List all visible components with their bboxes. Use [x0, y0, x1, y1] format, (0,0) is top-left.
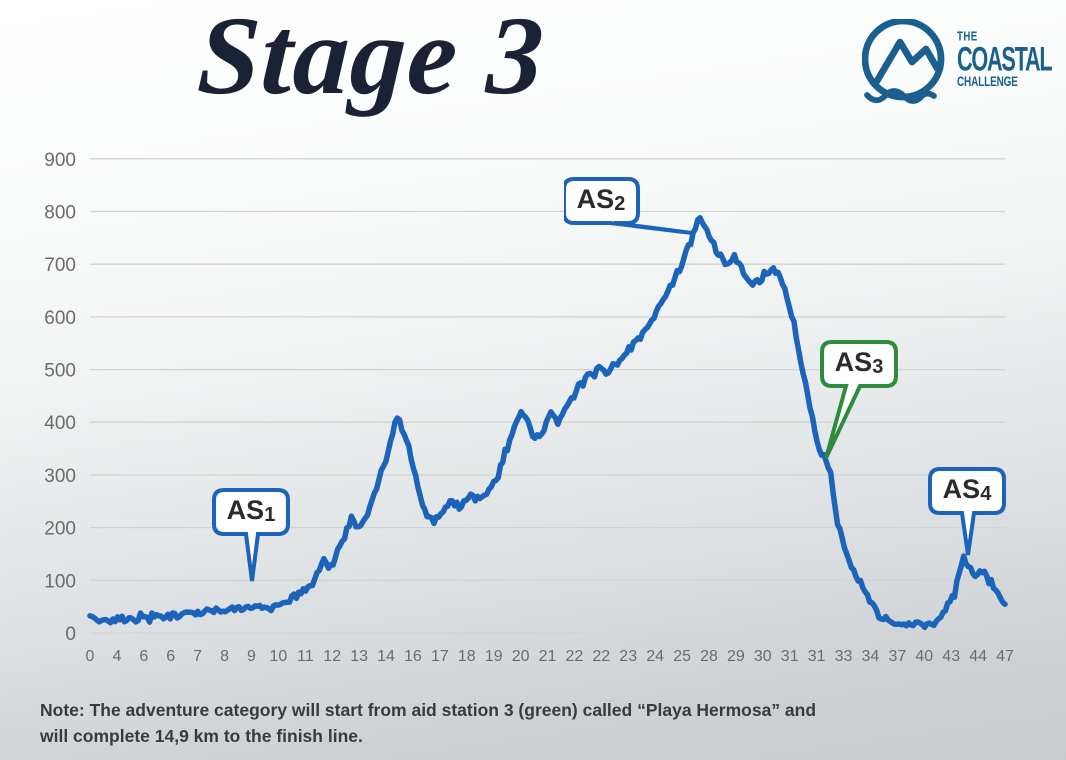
svg-text:16: 16 — [404, 648, 422, 665]
svg-text:700: 700 — [44, 255, 76, 276]
svg-text:0: 0 — [65, 624, 76, 645]
svg-text:4: 4 — [112, 648, 121, 665]
svg-text:14: 14 — [377, 648, 395, 665]
svg-text:47: 47 — [996, 648, 1014, 665]
svg-text:13: 13 — [350, 648, 368, 665]
svg-text:21: 21 — [539, 648, 557, 665]
svg-text:31: 31 — [808, 648, 826, 665]
svg-text:500: 500 — [44, 361, 76, 382]
svg-text:44: 44 — [969, 648, 987, 665]
svg-text:28: 28 — [700, 648, 718, 665]
svg-text:34: 34 — [862, 648, 880, 665]
svg-text:18: 18 — [458, 648, 476, 665]
svg-text:20: 20 — [512, 648, 530, 665]
svg-text:25: 25 — [673, 648, 691, 665]
svg-text:31: 31 — [781, 648, 799, 665]
svg-text:11: 11 — [297, 648, 314, 665]
svg-text:300: 300 — [44, 466, 76, 487]
svg-text:12: 12 — [323, 648, 341, 665]
svg-text:29: 29 — [727, 648, 745, 665]
svg-text:600: 600 — [44, 308, 76, 329]
svg-text:10: 10 — [270, 648, 288, 665]
svg-text:0: 0 — [86, 648, 95, 665]
svg-text:900: 900 — [44, 150, 76, 171]
svg-text:7: 7 — [193, 648, 202, 665]
svg-text:33: 33 — [835, 648, 853, 665]
svg-text:9: 9 — [247, 648, 256, 665]
svg-text:40: 40 — [915, 648, 933, 665]
svg-text:8: 8 — [220, 648, 229, 665]
svg-text:43: 43 — [942, 648, 960, 665]
svg-text:23: 23 — [619, 648, 637, 665]
svg-text:19: 19 — [485, 648, 503, 665]
svg-text:30: 30 — [754, 648, 772, 665]
svg-text:24: 24 — [646, 648, 664, 665]
svg-text:22: 22 — [592, 648, 610, 665]
svg-text:6: 6 — [139, 648, 148, 665]
svg-text:400: 400 — [44, 413, 76, 434]
svg-text:22: 22 — [566, 648, 584, 665]
svg-text:200: 200 — [44, 519, 76, 540]
svg-text:100: 100 — [44, 571, 76, 592]
svg-text:17: 17 — [431, 648, 449, 665]
svg-text:800: 800 — [44, 203, 76, 224]
svg-text:6: 6 — [166, 648, 175, 665]
svg-text:37: 37 — [889, 648, 907, 665]
